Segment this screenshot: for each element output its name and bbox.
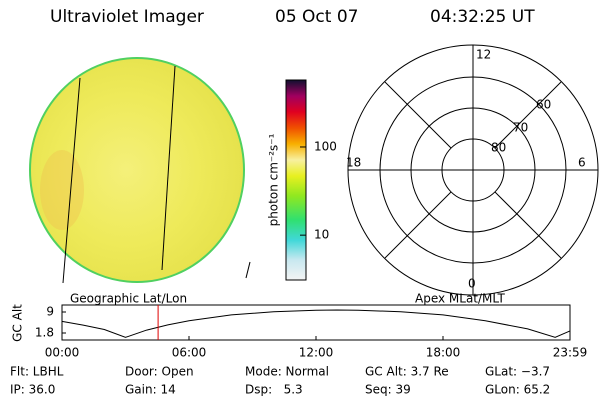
x-tick-label: 23:59 <box>553 346 588 360</box>
x-tick-label: 06:00 <box>172 346 207 360</box>
info-field: IP: 36.0 <box>10 383 55 397</box>
info-field: Mode: Normal <box>245 365 329 379</box>
x-tick-label: 18:00 <box>426 346 461 360</box>
mlt-label: 12 <box>476 48 491 62</box>
info-field: Dsp: 5.3 <box>245 383 303 397</box>
info-field: Flt: LBHL <box>10 365 64 379</box>
x-tick-label: 12:00 <box>299 346 334 360</box>
line <box>61 309 571 338</box>
y-tick-label: 1.8 <box>35 326 54 340</box>
colorbar-tick-label: 10 <box>314 228 329 242</box>
mlt-line <box>494 191 562 259</box>
y-axis-label: GC Alt <box>11 304 25 342</box>
colorbar-label: photon cm⁻²s⁻¹ <box>267 133 281 226</box>
mlt-line <box>494 81 562 149</box>
mlt-line <box>384 81 452 149</box>
mlt-label: 18 <box>346 156 361 170</box>
info-panel: Flt: LBHL Door: Open Mode: Normal GC Alt: 3… <box>10 365 550 397</box>
uv-image <box>29 57 245 283</box>
colorbar <box>285 79 307 281</box>
date: 05 Oct 07 <box>275 7 358 27</box>
meridian <box>161 65 176 271</box>
info-field: GLon: 65.2 <box>485 383 550 397</box>
lat-label: 70 <box>513 121 528 135</box>
meridian <box>62 77 81 284</box>
lat-label: 60 <box>536 98 551 112</box>
polar-plot <box>347 44 599 296</box>
x-tick-label: 00:00 <box>45 346 80 360</box>
info-field: Gain: 14 <box>125 383 176 397</box>
colorbar-scale <box>285 79 307 281</box>
lat-label: 80 <box>491 141 506 155</box>
instrument-title: Ultraviolet Imager <box>50 7 204 27</box>
info-field: Seq: 39 <box>365 383 411 397</box>
image-patch <box>40 150 84 230</box>
meridian <box>245 261 251 279</box>
y-tick-label: 9 <box>46 305 54 319</box>
polar-label: Apex MLat/MLT <box>415 292 505 306</box>
colorbar-tick-label: 100 <box>314 139 337 153</box>
info-field: GLat: −3.7 <box>485 365 550 379</box>
info-field: GC Alt: 3.7 Re <box>365 365 449 379</box>
mlt-label: 6 <box>578 156 586 170</box>
mlt-line <box>384 191 452 259</box>
time: 04:32:25 UT <box>430 7 535 27</box>
image-label: Geographic Lat/Lon <box>70 292 187 306</box>
info-field: Door: Open <box>125 365 194 379</box>
mlt-label: 0 <box>468 277 476 291</box>
